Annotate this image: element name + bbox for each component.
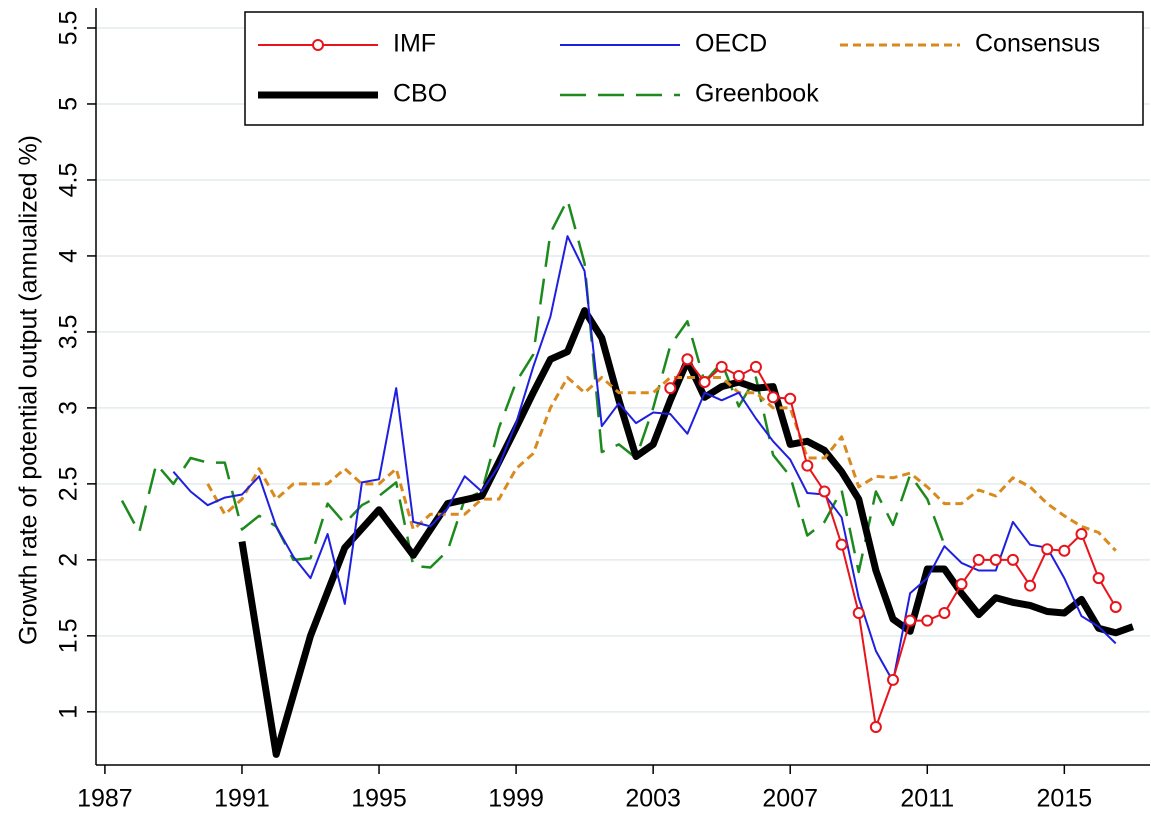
legend-label: Consensus (975, 30, 1100, 58)
point-marker (1006, 553, 1019, 566)
y-tick-label: 3 (55, 401, 83, 415)
legend-label: IMF (393, 30, 436, 58)
legend-box (244, 11, 1144, 126)
point-marker (681, 353, 694, 366)
x-tick-label: 2007 (762, 785, 818, 813)
point-marker (1024, 579, 1037, 592)
point-marker (749, 360, 762, 373)
point-marker (715, 360, 728, 373)
legend-label: CBO (393, 80, 447, 108)
point-marker (1109, 600, 1122, 613)
y-tick-label: 4 (55, 249, 83, 263)
point-marker (1041, 543, 1054, 556)
point-marker (801, 459, 814, 472)
point-marker (904, 614, 917, 627)
point-marker (1058, 544, 1071, 557)
point-marker (835, 538, 848, 551)
legend-marker (312, 39, 324, 51)
y-tick-label: 1.5 (55, 618, 83, 653)
x-tick-label: 2011 (900, 785, 954, 813)
x-tick-label: 2015 (1037, 785, 1093, 813)
y-tick-label: 5 (55, 97, 83, 111)
point-marker (818, 485, 831, 498)
x-tick-label: 1991 (214, 785, 270, 813)
legend-label: Greenbook (695, 80, 819, 108)
point-marker (972, 553, 985, 566)
y-tick-label: 5.5 (55, 11, 83, 46)
point-marker (955, 578, 968, 591)
point-marker (767, 391, 780, 404)
y-tick-label: 4.5 (55, 163, 83, 198)
point-marker (1075, 528, 1088, 541)
x-tick-label: 2003 (625, 785, 681, 813)
x-tick-label: 1999 (488, 785, 544, 813)
legend-label: OECD (695, 30, 767, 58)
x-tick-label: 1995 (351, 785, 407, 813)
point-marker (852, 607, 865, 620)
point-marker (784, 392, 797, 405)
point-marker (1092, 572, 1105, 585)
point-marker (989, 553, 1002, 566)
x-tick-label: 1987 (77, 785, 133, 813)
y-axis-label: Growth rate of potential output (annuali… (15, 135, 43, 645)
y-tick-label: 3.5 (55, 315, 83, 350)
point-marker (887, 673, 900, 686)
point-marker (938, 607, 951, 620)
series-line (120, 198, 946, 574)
point-marker (664, 382, 677, 395)
point-marker (732, 369, 745, 382)
y-tick-label: 1 (55, 705, 83, 719)
series-line (669, 358, 1117, 728)
point-marker (698, 376, 711, 389)
point-marker (869, 721, 882, 734)
series-line (172, 235, 1117, 683)
legend: IMF OECD Consensus CBO Greenbook (244, 11, 1144, 126)
y-tick-label: 2 (55, 553, 83, 567)
point-marker (921, 614, 934, 627)
y-tick-label: 2.5 (55, 466, 83, 501)
series-line (206, 376, 1117, 552)
